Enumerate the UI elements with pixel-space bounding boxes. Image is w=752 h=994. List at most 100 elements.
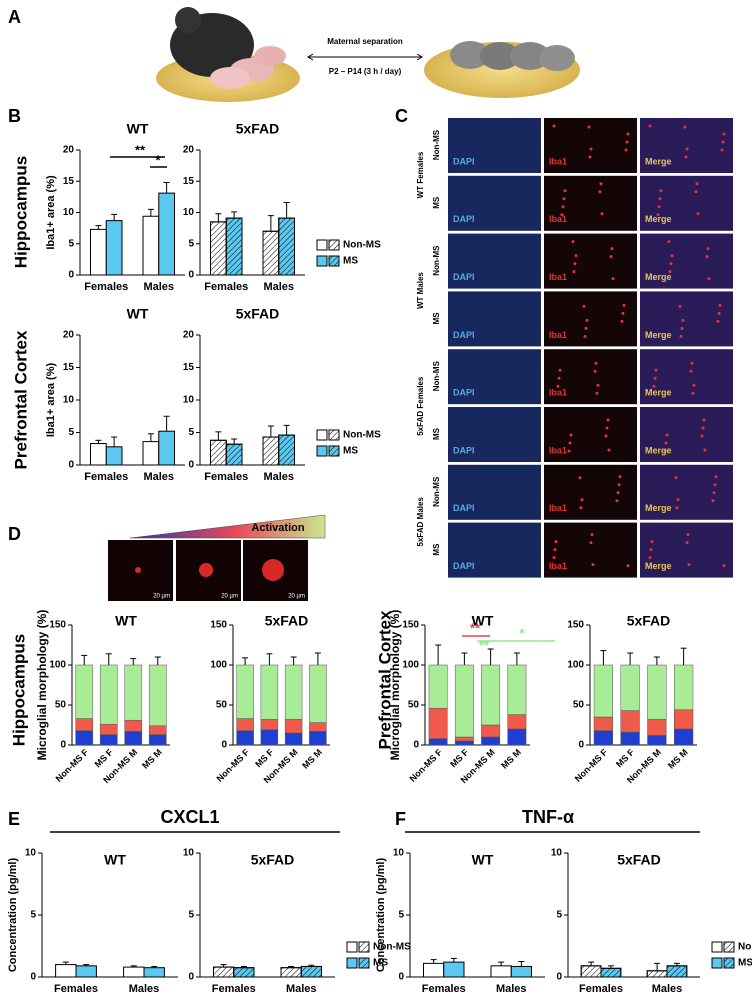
bar-segment	[620, 710, 640, 733]
microglia	[569, 433, 573, 437]
bar-segment	[75, 718, 94, 731]
microglia	[558, 368, 562, 372]
y-tick-label: 50	[216, 700, 228, 711]
y-tick-label: 20	[63, 330, 75, 341]
y-tick-label: 100	[210, 660, 227, 671]
chart: 0 5 10 WT Concentration (pg/ml) Females Males	[7, 848, 178, 994]
y-tick-label: 10	[183, 207, 195, 218]
y-tick-label: 100	[402, 660, 419, 671]
y-tick-label: 10	[183, 395, 195, 406]
y-axis-label: Microglial morphology (%)	[388, 610, 402, 761]
microglia	[664, 441, 668, 445]
chart: 0 5 10 15 20 WT Iba1+ area (%) Females Males	[45, 306, 185, 483]
microglia	[626, 564, 630, 568]
y-tick-label: 5	[30, 910, 36, 921]
legend-hatch	[328, 239, 340, 251]
microglia	[717, 311, 721, 315]
chart-title: 5xFAD	[627, 613, 671, 629]
legend-label: MS	[738, 958, 752, 969]
y-tick-label: 0	[68, 270, 74, 281]
microglia	[626, 132, 630, 136]
y-tick-label: 10	[25, 848, 37, 859]
micrograph	[640, 407, 733, 462]
channel-label: Merge	[645, 445, 672, 455]
y-tick-label: 50	[55, 700, 67, 711]
y-axis-label: Concentration (pg/ml)	[7, 858, 19, 973]
microglia	[675, 506, 679, 510]
microglia	[573, 262, 577, 266]
legend-label: Non-MS	[343, 430, 381, 441]
y-tick-label: 5	[556, 910, 562, 921]
bar-segment	[647, 719, 667, 736]
hatch	[580, 965, 602, 978]
hatch	[280, 967, 302, 978]
y-tick-label: 15	[183, 362, 195, 373]
microglia	[571, 240, 575, 244]
legend-label: MS	[343, 256, 358, 267]
channel-label: Merge	[645, 156, 672, 166]
legend-label: MS	[373, 958, 388, 969]
microglia	[654, 368, 658, 372]
y-tick-label: 0	[398, 972, 404, 983]
microglia	[599, 182, 603, 186]
microglia	[595, 391, 599, 395]
bar-segment	[481, 724, 501, 738]
bar-segment	[260, 719, 279, 731]
condition-label: MS	[432, 543, 441, 556]
micrograph	[640, 291, 733, 347]
x-tick-label: Males	[286, 983, 317, 994]
y-axis-label: Microglial morphology (%)	[35, 610, 49, 761]
channel-label: Iba1	[549, 561, 567, 571]
chart-title: 5xFAD	[251, 852, 295, 868]
bar-segment	[284, 732, 303, 746]
legend-swatch	[316, 429, 328, 441]
microglia	[700, 434, 704, 438]
bar	[443, 961, 465, 978]
bar-segment	[148, 664, 167, 727]
microglia	[610, 247, 614, 251]
micrograph	[544, 464, 637, 520]
bar	[423, 962, 445, 978]
legend-swatch	[346, 941, 358, 953]
legend-swatch	[711, 957, 723, 969]
x-tick-label: Males	[263, 471, 294, 483]
significance: *	[155, 152, 161, 167]
cytokine-title: TNF-α	[522, 807, 574, 827]
microglia	[702, 418, 706, 422]
y-tick-label: 15	[183, 176, 195, 187]
channel-label: Iba1	[549, 330, 567, 340]
bar-segment	[674, 709, 694, 730]
y-tick-label: 5	[398, 910, 404, 921]
bar-segment	[593, 664, 613, 718]
microglia	[714, 475, 718, 479]
microglia	[669, 262, 673, 266]
micrograph	[544, 118, 637, 173]
y-axis-label: Iba1+ area (%)	[45, 363, 57, 438]
microglia	[611, 277, 615, 281]
x-tick-label: Females	[212, 983, 256, 994]
hatch	[210, 221, 227, 276]
x-tick-label: Females	[84, 281, 128, 293]
microglia	[694, 190, 698, 194]
microglia	[695, 182, 699, 186]
microglia	[685, 147, 689, 151]
bar	[55, 964, 77, 978]
y-tick-label: 20	[63, 145, 75, 156]
microglia	[657, 205, 661, 209]
x-tick-label: Females	[84, 471, 128, 483]
y-tick-label: 0	[221, 740, 227, 751]
microglia	[690, 361, 694, 365]
channel-label: Iba1	[549, 503, 567, 513]
micrograph	[448, 291, 541, 347]
microglia	[199, 563, 213, 577]
bar-segment	[284, 664, 303, 720]
microglia	[557, 376, 561, 380]
microglia	[711, 499, 715, 503]
significance: **	[479, 637, 490, 652]
microglia	[689, 369, 693, 373]
micrograph	[640, 522, 733, 578]
micrograph	[448, 407, 541, 462]
y-tick-label: 100	[567, 660, 584, 671]
x-tick-label: Males	[652, 983, 683, 994]
